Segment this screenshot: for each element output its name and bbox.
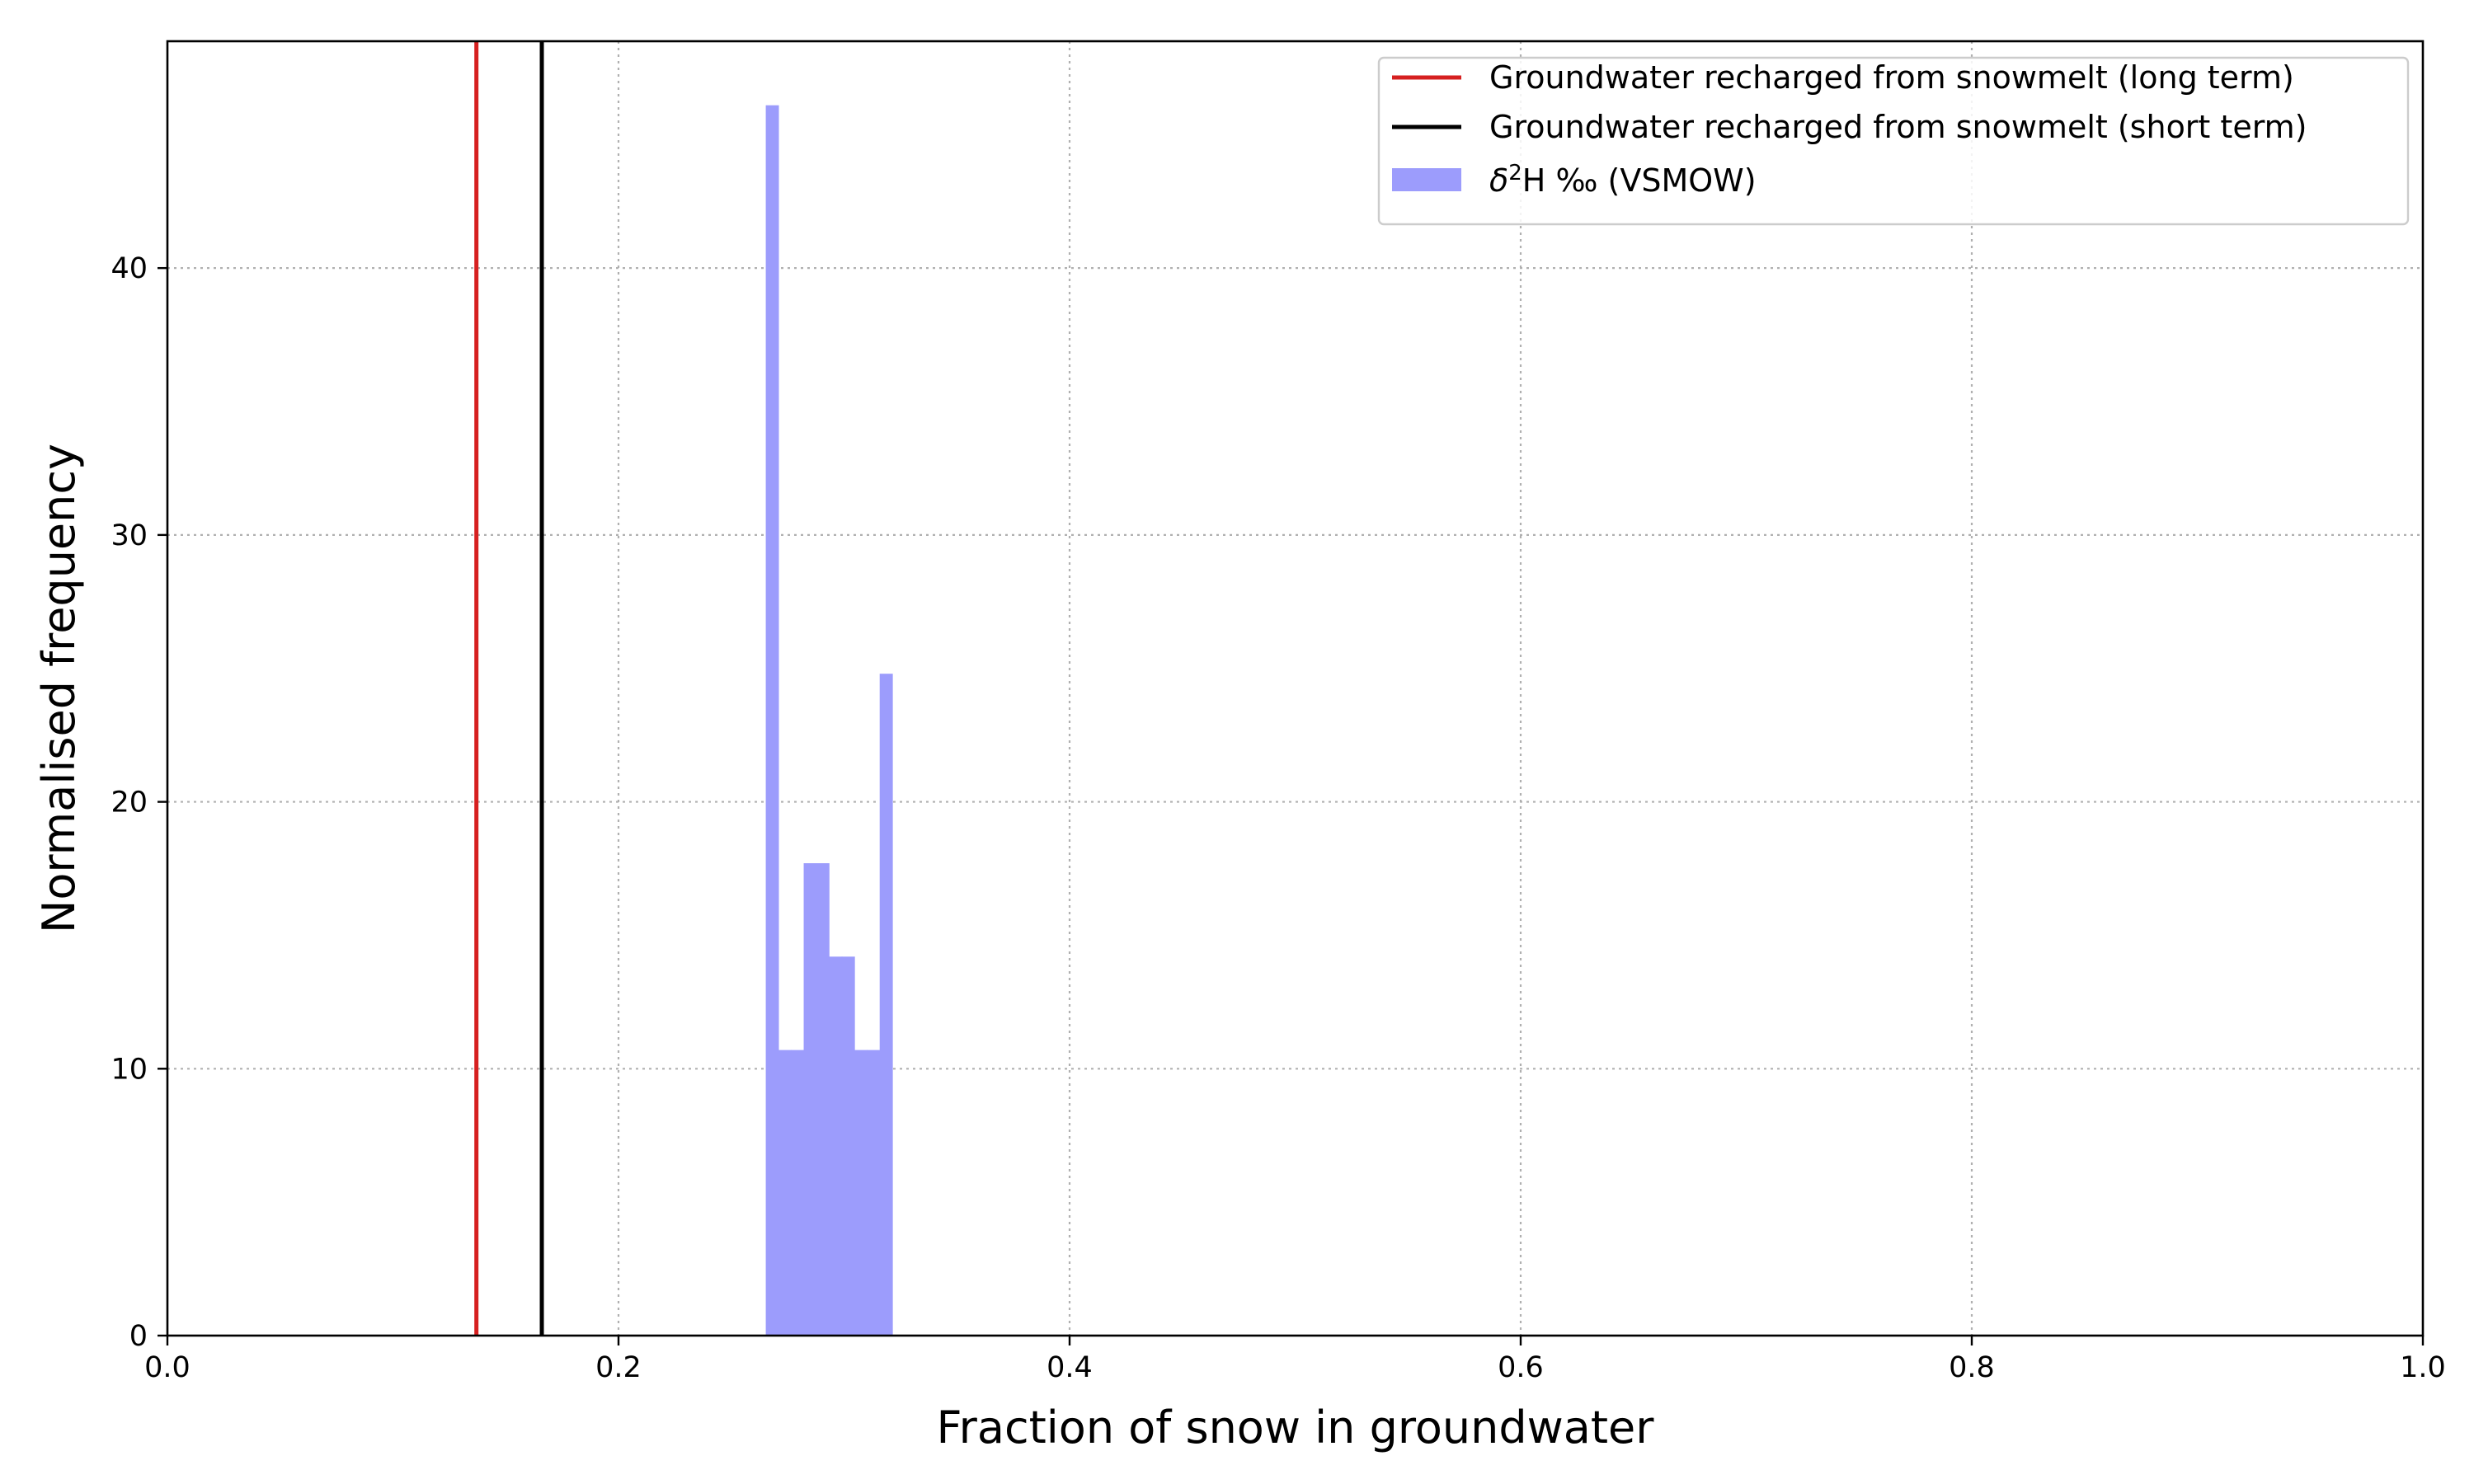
x-tick-label: 0.4 [1047, 1351, 1093, 1384]
x-tick-label: 1.0 [2400, 1351, 2446, 1384]
y-tick-label: 30 [111, 519, 148, 552]
reference-lines [474, 41, 544, 1336]
x-tick-label: 0.0 [144, 1351, 190, 1384]
y-tick-label: 40 [111, 252, 148, 285]
legend-label-delta: δ [1489, 162, 1508, 199]
histogram-bar [829, 956, 843, 1336]
legend-swatch-histogram [1392, 168, 1461, 191]
x-axis-title: Fraction of snow in groundwater [937, 1402, 1655, 1453]
legend-label-short-term: Groundwater recharged from snowmelt (sho… [1489, 109, 2307, 145]
legend-label-suffix: H ‰ (VSMOW) [1522, 162, 1757, 199]
y-tick-label: 10 [111, 1053, 148, 1086]
histogram-bar [778, 1050, 792, 1336]
x-tick-label: 0.2 [595, 1351, 642, 1384]
legend-label-long-term: Groundwater recharged from snowmelt (lon… [1489, 59, 2294, 96]
legend-label-superscript: 2 [1508, 161, 1522, 186]
y-axis-title: Normalised frequency [33, 444, 85, 933]
histogram-bar [841, 956, 855, 1336]
legend-box [1377, 56, 2410, 226]
x-tick-label: 0.6 [1498, 1351, 1544, 1384]
histogram-bar [854, 1050, 868, 1336]
y-tick-label: 0 [129, 1320, 148, 1353]
y-tick-label: 20 [111, 787, 148, 819]
legend-label-histogram: δ2H ‰ (VSMOW) [1489, 161, 1757, 199]
histogram-bar [867, 1050, 881, 1336]
histogram-bar [803, 863, 817, 1336]
plot-frame [166, 40, 2425, 1337]
histogram-bar [816, 863, 830, 1336]
axis-ticks: 0.0 0.2 0.4 0.6 0.8 1.0 0 10 20 30 40 [111, 252, 2445, 1384]
histogram-bar [791, 1050, 805, 1336]
histogram-bar [879, 674, 893, 1336]
grid-lines [167, 41, 2423, 1336]
legend: Groundwater recharged from snowmelt (lon… [1377, 56, 2410, 226]
histogram-bar [765, 105, 779, 1336]
x-tick-label: 0.8 [1949, 1351, 1995, 1384]
histogram-bars [765, 105, 893, 1336]
